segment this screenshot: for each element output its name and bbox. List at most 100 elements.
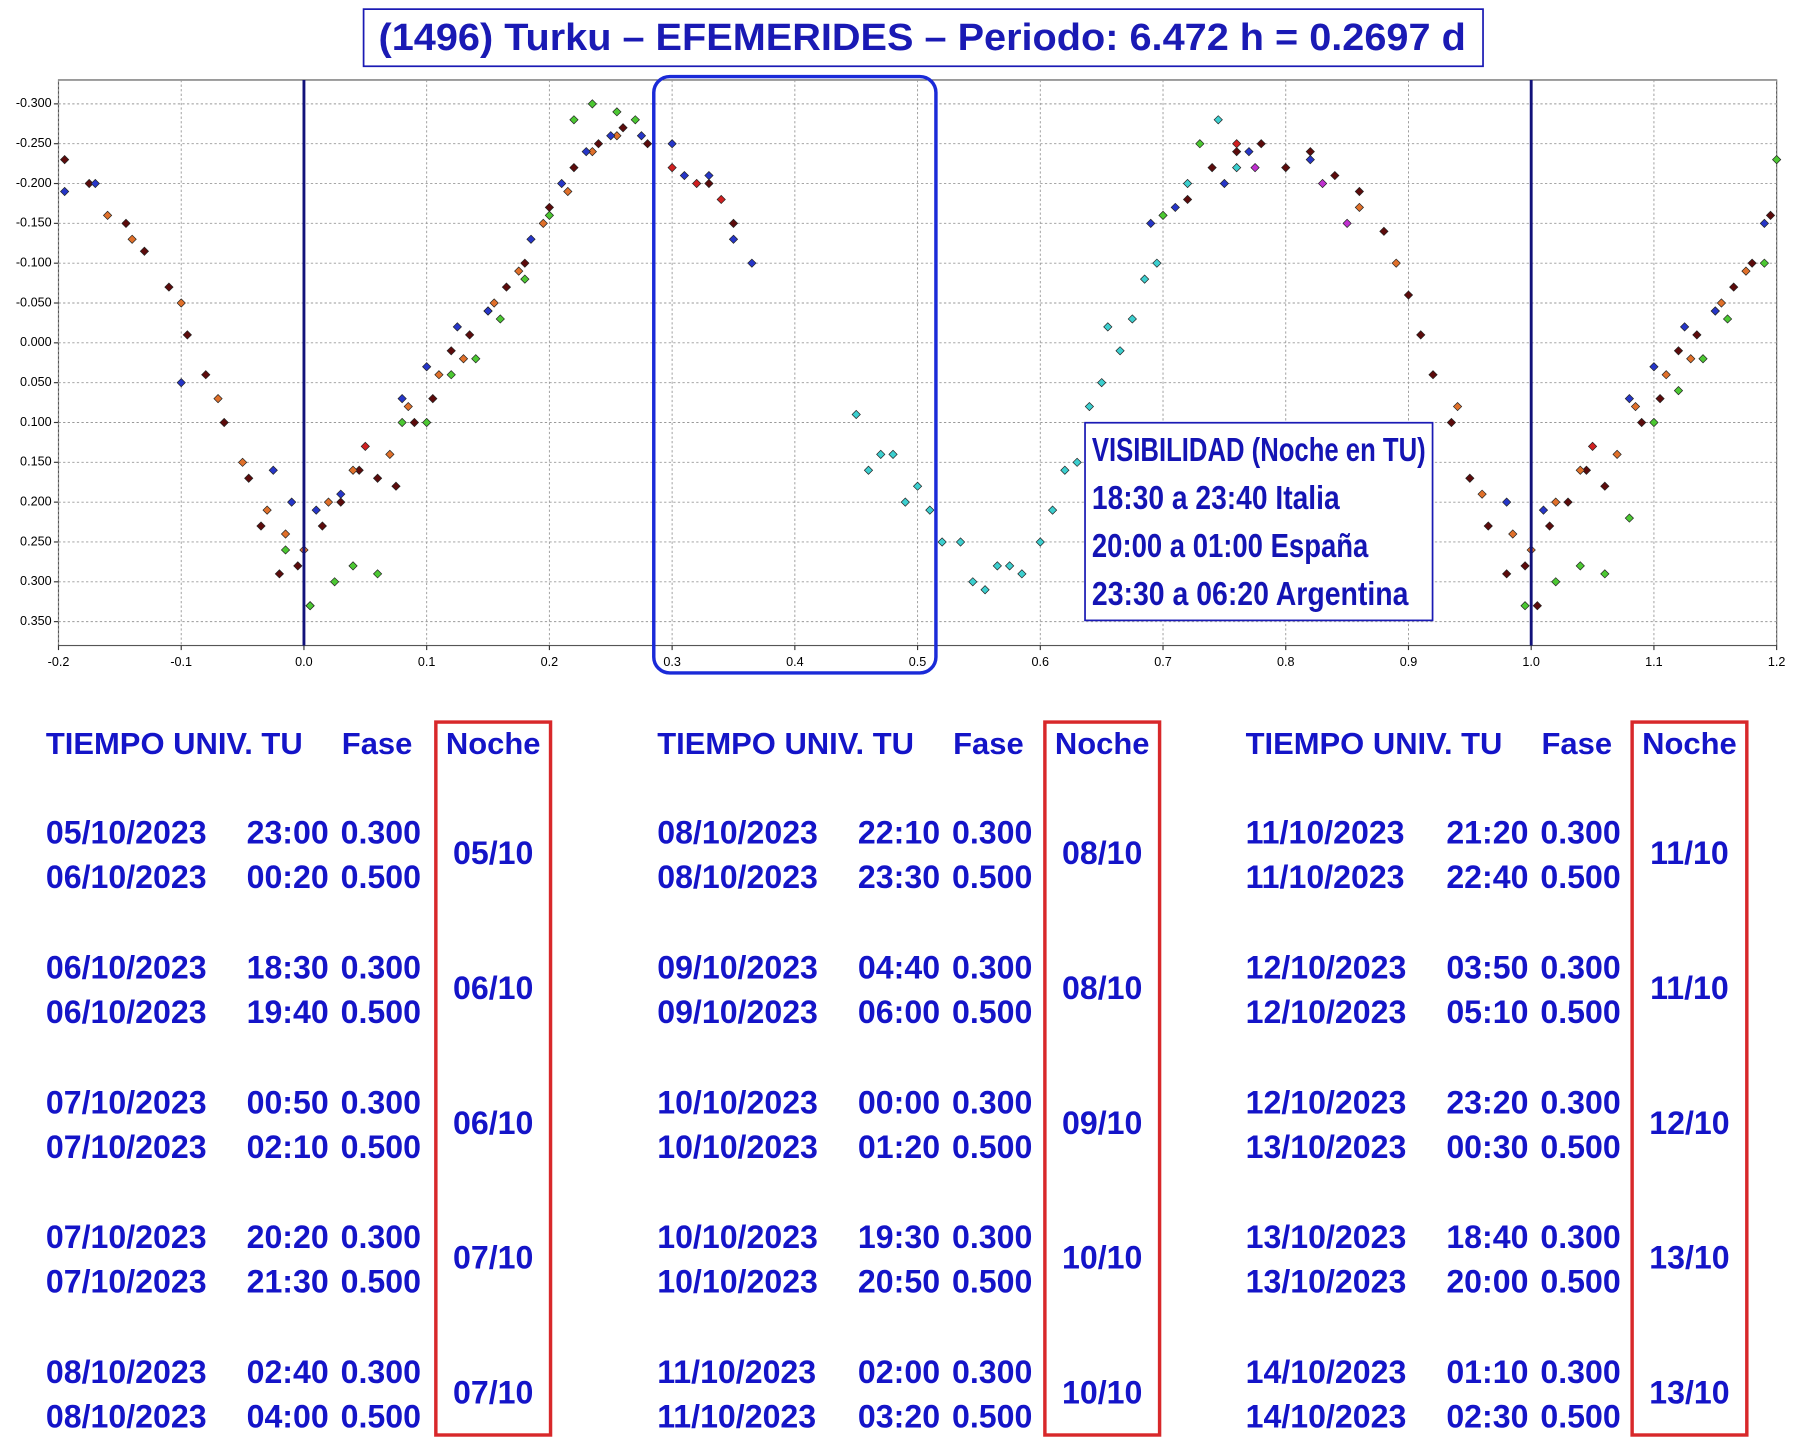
header: Noche xyxy=(1055,726,1150,761)
data-point xyxy=(1391,258,1401,268)
y-tick-label: 0.300 xyxy=(20,574,52,588)
data-point xyxy=(1060,465,1070,475)
data-point xyxy=(1305,155,1315,165)
data-point xyxy=(968,577,978,587)
data-point xyxy=(1207,162,1217,173)
phase: 0.500 xyxy=(1540,1399,1620,1435)
data-point xyxy=(121,218,131,228)
data-point xyxy=(1317,178,1328,189)
noche: 06/10 xyxy=(453,1105,533,1141)
annotation: 23:30 a 06:20 Argentina xyxy=(1092,576,1409,613)
data-point xyxy=(90,178,100,189)
data-point xyxy=(1465,473,1475,483)
data-point xyxy=(1741,266,1751,276)
time: 00:00 xyxy=(858,1084,940,1120)
time: 02:00 xyxy=(858,1354,940,1390)
phase: 0.300 xyxy=(952,1219,1032,1255)
data-point xyxy=(1170,202,1180,213)
data-point xyxy=(1281,162,1291,173)
data-point xyxy=(1581,465,1592,475)
date: 11/10/2023 xyxy=(657,1354,816,1390)
data-point xyxy=(274,569,285,579)
data-point xyxy=(747,258,757,268)
data-point xyxy=(280,529,291,539)
time: 03:50 xyxy=(1446,950,1528,986)
annotation-box xyxy=(1084,421,1434,622)
date: 14/10/2023 xyxy=(1246,1354,1407,1390)
data-point xyxy=(176,378,186,388)
data-point xyxy=(1097,378,1107,388)
data-point xyxy=(1722,314,1733,324)
header: Fase xyxy=(1542,726,1613,761)
chart-title: (1496) Turku – EFEMERIDES – Periodo: 6.4… xyxy=(378,17,1465,59)
data-point xyxy=(280,545,291,555)
data-point xyxy=(1182,178,1193,189)
data-point xyxy=(1017,569,1027,579)
data-point xyxy=(612,131,622,141)
data-point xyxy=(642,139,653,149)
data-point xyxy=(1146,218,1156,228)
data-point xyxy=(1115,346,1125,356)
data-point xyxy=(305,601,315,611)
data-point xyxy=(1630,401,1641,412)
noche-box xyxy=(1630,720,1749,1437)
data-point xyxy=(1673,346,1684,356)
data-point xyxy=(1158,210,1168,220)
y-tick-label: -0.300 xyxy=(16,96,52,110)
time: 06:00 xyxy=(858,994,940,1030)
x-tick-label: 0.3 xyxy=(663,655,681,669)
phase: 0.300 xyxy=(341,815,421,851)
time: 02:10 xyxy=(247,1129,329,1165)
date: 13/10/2023 xyxy=(1246,1219,1407,1255)
phase: 0.500 xyxy=(952,994,1032,1030)
annotations: VISIBILIDAD (Noche en TU) 18:30 a 23:40 I… xyxy=(1092,432,1426,613)
x-tick-label: 0.9 xyxy=(1400,655,1418,669)
data-point xyxy=(311,505,321,515)
data-point xyxy=(409,417,420,428)
date: 07/10/2023 xyxy=(46,1129,207,1165)
noche: 05/10 xyxy=(453,835,533,871)
date: 05/10/2023 xyxy=(46,815,207,851)
date: 10/10/2023 xyxy=(657,1264,818,1300)
x-tick-label: 0.0 xyxy=(295,655,313,669)
data-point xyxy=(360,441,370,451)
date: 11/10/2023 xyxy=(1246,859,1405,895)
phase: 0.300 xyxy=(952,1354,1032,1390)
data-point xyxy=(514,266,524,276)
annotation: 18:30 a 23:40 Italia xyxy=(1092,480,1340,517)
phase: 0.300 xyxy=(952,950,1032,986)
data-point xyxy=(164,282,174,292)
x-tick-label: 1.2 xyxy=(1768,655,1786,669)
data-point xyxy=(1532,601,1542,611)
data-point xyxy=(397,417,407,428)
data-point xyxy=(84,178,94,189)
y-tick-label: -0.050 xyxy=(16,295,52,309)
phase: 0.500 xyxy=(952,859,1032,895)
y-tick-label: -0.150 xyxy=(16,216,52,230)
data-point xyxy=(348,561,358,571)
data-point xyxy=(980,585,990,595)
data-point xyxy=(354,465,364,475)
data-point xyxy=(636,131,647,141)
header: Fase xyxy=(342,726,413,761)
highlight-box xyxy=(652,74,938,675)
data-point xyxy=(1698,354,1708,364)
data-point xyxy=(1716,298,1727,308)
data-point xyxy=(139,246,150,256)
phase: 0.500 xyxy=(1540,994,1620,1030)
data-point xyxy=(403,401,413,412)
noche: 12/10 xyxy=(1649,1105,1729,1141)
phase: 0.300 xyxy=(1540,1084,1620,1120)
data-point xyxy=(937,537,947,547)
time: 20:20 xyxy=(247,1219,329,1255)
data-point xyxy=(428,393,438,404)
data-point xyxy=(452,322,462,332)
time: 19:30 xyxy=(858,1219,940,1255)
annotation: VISIBILIDAD (Noche en TU) xyxy=(1092,432,1426,469)
noche: 09/10 xyxy=(1062,1105,1142,1141)
data-point xyxy=(317,521,327,531)
data-point xyxy=(1520,601,1530,611)
data-point xyxy=(704,170,714,181)
data-point xyxy=(1354,186,1364,197)
